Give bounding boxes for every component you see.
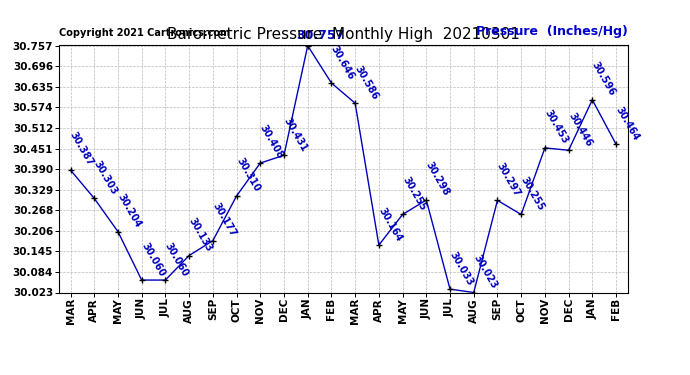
- Text: Copyright 2021 Cartronics.com: Copyright 2021 Cartronics.com: [59, 27, 230, 38]
- Text: Pressure  (Inches/Hg): Pressure (Inches/Hg): [476, 24, 628, 38]
- Text: 30.453: 30.453: [542, 108, 570, 146]
- Text: 30.446: 30.446: [566, 111, 593, 148]
- Text: 30.303: 30.303: [92, 159, 119, 196]
- Text: 30.033: 30.033: [448, 250, 475, 287]
- Text: 30.060: 30.060: [163, 241, 190, 278]
- Text: 30.298: 30.298: [424, 160, 451, 198]
- Text: 30.408: 30.408: [258, 123, 286, 161]
- Text: 30.255: 30.255: [519, 175, 546, 213]
- Text: 30.177: 30.177: [210, 201, 238, 239]
- Text: 30.646: 30.646: [329, 44, 357, 81]
- Text: 30.596: 30.596: [590, 60, 618, 98]
- Text: 30.297: 30.297: [495, 161, 522, 198]
- Text: 30.586: 30.586: [353, 64, 380, 101]
- Text: 30.255: 30.255: [400, 175, 428, 213]
- Text: 30.431: 30.431: [282, 116, 309, 153]
- Text: 30.310: 30.310: [234, 156, 262, 194]
- Text: 30.023: 30.023: [471, 253, 499, 291]
- Text: 30.464: 30.464: [613, 105, 641, 142]
- Text: 30.204: 30.204: [116, 192, 143, 230]
- Text: 30.133: 30.133: [187, 216, 214, 254]
- Text: 30.387: 30.387: [68, 130, 96, 168]
- Text: 30.164: 30.164: [377, 206, 404, 243]
- Text: 30.060: 30.060: [139, 241, 167, 278]
- Text: 30.757: 30.757: [296, 28, 344, 42]
- Title: Barometric Pressure  Monthly High  20210301: Barometric Pressure Monthly High 2021030…: [167, 27, 520, 42]
